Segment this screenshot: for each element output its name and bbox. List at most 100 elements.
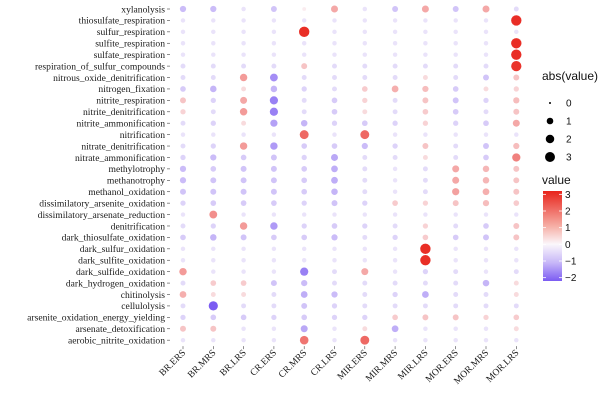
point-dark_sulfur_oxidation-MIR.LRS [420, 243, 431, 255]
point-denitrification-CR.LRS [331, 223, 338, 229]
point-methylotrophy-MOR.ERS [452, 165, 460, 173]
row-label-arsenite_oxidation_energy_yielding: arsenite_oxidation_energy_yielding [27, 313, 165, 324]
point-nitrite_respiration-CR.MRS [301, 97, 307, 103]
point-methanol_oxidation-BR.MRS [210, 188, 217, 195]
point-dissimilatory_arsenate_reduction-CR.LRS [332, 212, 337, 217]
point-dark_thiosulfate_oxidation-MIR.LRS [422, 234, 429, 241]
point-arsenate_detoxification-BR.MRS [210, 325, 217, 332]
point-methanotrophy-BR.LRS [240, 177, 247, 184]
point-dark_thiosulfate_oxidation-CR.LRS [331, 234, 338, 241]
point-arsenite_oxidation_energy_yielding-CR.ERS [271, 314, 277, 320]
colorbar-label--2: −2 [565, 273, 577, 284]
point-sulfite_respiration-BR.LRS [241, 41, 246, 46]
size-legend-dot-2 [545, 134, 555, 144]
point-arsenate_detoxification-MIR.MRS [391, 325, 399, 333]
point-arsenite_oxidation_energy_yielding-BR.MRS [210, 314, 217, 321]
point-nitrite_respiration-BR.MRS [210, 97, 216, 104]
point-dissimilatory_arsenite_oxidation-MOR.LRS [513, 200, 520, 206]
point-nitrite_respiration-MIR.ERS [362, 97, 368, 104]
point-nitrogen_fixation-CR.MRS [301, 86, 307, 92]
point-sulfur_respiration-CR.ERS [271, 29, 277, 35]
point-dark_sulfite_oxidation-CR.LRS [332, 258, 337, 263]
point-dissimilatory_arsenite_oxidation-BR.MRS [210, 200, 217, 206]
point-nitrous_oxide_denitrification-CR.LRS [332, 75, 337, 80]
column-label-MIR.MRS: MIR.MRS [364, 348, 401, 385]
row-label-nitrate_denitrification: nitrate_denitrification [81, 141, 165, 152]
point-nitrite_ammonification-CR.ERS [270, 119, 278, 127]
point-sulfur_respiration-BR.MRS [211, 29, 216, 35]
point-dark_sulfide_oxidation-MIR.LRS [422, 269, 429, 275]
point-respiration_of_sulfur_compounds-CR.MRS [301, 63, 308, 70]
point-arsenite_oxidation_energy_yielding-MOR.LRS [513, 314, 520, 321]
point-aerobic_nitrite_oxidation-BR.ERS [180, 337, 186, 343]
point-methanotrophy-BR.MRS [210, 177, 217, 184]
point-nitrification-CR.MRS [299, 130, 309, 140]
point-thiosulfate_respiration-MIR.MRS [392, 18, 398, 23]
point-dark_sulfur_oxidation-BR.MRS [211, 246, 216, 252]
point-nitrogen_fixation-MOR.LRS [513, 86, 519, 92]
point-respiration_of_sulfur_compounds-MIR.ERS [362, 63, 368, 69]
point-nitrogen_fixation-MIR.LRS [422, 85, 429, 93]
point-sulfite_respiration-CR.ERS [271, 41, 277, 46]
point-dissimilatory_arsenate_reduction-CR.ERS [271, 212, 277, 217]
point-dissimilatory_arsenate_reduction-BR.ERS [180, 212, 186, 217]
point-nitrate_denitrification-CR.MRS [301, 143, 308, 149]
point-nitrite_denitrification-MOR.MRS [483, 109, 489, 115]
point-sulfate_respiration-MIR.LRS [423, 52, 428, 57]
point-nitrate_denitrification-BR.MRS [210, 143, 216, 149]
point-nitrite_ammonification-MOR.MRS [483, 120, 489, 127]
point-methylotrophy-BR.ERS [179, 165, 187, 173]
point-dark_sulfide_oxidation-CR.MRS [300, 267, 309, 276]
point-methylotrophy-CR.LRS [331, 165, 338, 173]
point-arsenate_detoxification-MIR.LRS [423, 326, 428, 331]
point-arsenite_oxidation_energy_yielding-CR.LRS [331, 314, 338, 320]
point-dark_sulfite_oxidation-CR.MRS [301, 258, 307, 263]
point-sulfate_respiration-CR.MRS [301, 52, 307, 57]
point-arsenite_oxidation_energy_yielding-MOR.ERS [452, 314, 459, 321]
row-label-dissimilatory_arsenate_reduction: dissimilatory_arsenate_reduction [38, 210, 166, 221]
point-nitrate_ammonification-MIR.MRS [392, 155, 398, 160]
point-nitrate_denitrification-MIR.ERS [361, 142, 368, 150]
point-sulfite_respiration-CR.MRS [301, 41, 307, 46]
point-nitrite_ammonification-MOR.LRS [512, 119, 520, 127]
point-dark_sulfide_oxidation-MOR.ERS [453, 269, 459, 275]
point-sulfite_respiration-MIR.LRS [423, 41, 428, 46]
point-nitrogen_fixation-MOR.MRS [483, 86, 489, 92]
point-nitrite_denitrification-MIR.MRS [392, 109, 398, 115]
point-xylanolysis-MOR.MRS [482, 5, 490, 13]
point-dark_hydrogen_oxidation-CR.ERS [270, 280, 277, 287]
point-dark_hydrogen_oxidation-CR.MRS [301, 279, 308, 287]
point-nitrite_respiration-MIR.MRS [392, 97, 398, 103]
point-nitrate_ammonification-BR.LRS [240, 154, 247, 161]
point-dark_sulfite_oxidation-MOR.LRS [514, 258, 519, 263]
point-nitrate_ammonification-BR.MRS [210, 154, 217, 161]
point-thiosulfate_respiration-MOR.ERS [453, 18, 458, 23]
point-sulfite_respiration-CR.LRS [332, 41, 337, 46]
point-respiration_of_sulfur_compounds-MOR.LRS [511, 60, 522, 72]
point-dark_sulfur_oxidation-CR.MRS [301, 246, 307, 252]
point-sulfur_respiration-MIR.MRS [392, 29, 398, 35]
point-dissimilatory_arsenate_reduction-MIR.ERS [362, 212, 368, 217]
point-dark_hydrogen_oxidation-MOR.ERS [453, 280, 459, 286]
point-dark_thiosulfate_oxidation-MOR.LRS [513, 234, 520, 241]
point-sulfate_respiration-MOR.MRS [483, 52, 489, 57]
point-chitinolysis-MIR.MRS [392, 291, 398, 298]
point-nitrate_denitrification-CR.LRS [331, 143, 338, 149]
point-sulfur_respiration-BR.ERS [180, 29, 186, 35]
column-label-BR.MRS: BR.MRS [186, 348, 219, 381]
point-arsenite_oxidation_energy_yielding-MOR.MRS [483, 314, 489, 320]
point-denitrification-MIR.MRS [392, 223, 398, 229]
data-points [179, 5, 522, 345]
size-legend-label-0: 0 [566, 99, 572, 110]
point-dark_hydrogen_oxidation-CR.LRS [332, 280, 337, 286]
point-aerobic_nitrite_oxidation-MOR.ERS [453, 337, 458, 343]
row-label-nitrite_respiration: nitrite_respiration [96, 96, 165, 107]
point-nitrous_oxide_denitrification-MOR.LRS [513, 74, 520, 81]
point-cellulolysis-MIR.MRS [392, 303, 398, 309]
point-methanotrophy-MOR.ERS [452, 176, 460, 184]
point-dissimilatory_arsenate_reduction-MIR.LRS [423, 212, 428, 217]
point-nitrous_oxide_denitrification-MOR.MRS [483, 74, 489, 81]
row-label-aerobic_nitrite_oxidation: aerobic_nitrite_oxidation [68, 335, 165, 346]
point-denitrification-MOR.LRS [513, 223, 520, 229]
point-nitrate_ammonification-BR.ERS [180, 154, 186, 161]
